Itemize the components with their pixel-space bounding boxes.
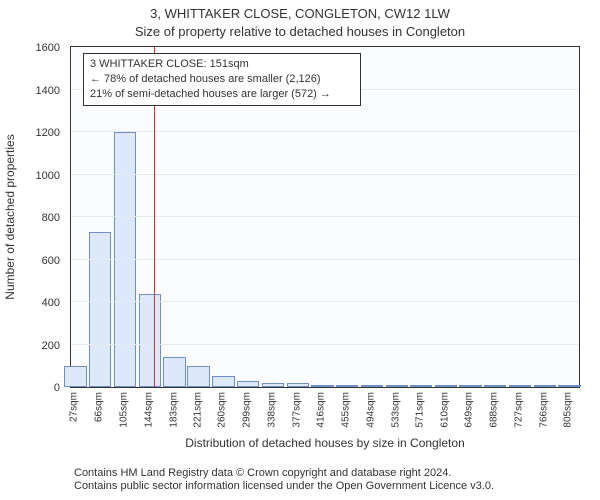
x-tick: 455sqm [341, 392, 352, 428]
x-tick: 649sqm [464, 392, 475, 428]
x-tick: 766sqm [538, 392, 549, 428]
x-tick: 338sqm [266, 392, 277, 428]
bar [484, 385, 506, 387]
x-tick: 27sqm [69, 392, 80, 422]
y-tick: 1200 [36, 127, 60, 139]
annotation-line-1: 3 WHITTAKER CLOSE: 151sqm [90, 57, 354, 72]
bar [89, 232, 111, 387]
bar [262, 383, 284, 387]
y-tick: 1400 [36, 85, 60, 97]
x-tick: 727sqm [513, 392, 524, 428]
bar [139, 294, 161, 388]
bar [386, 385, 408, 387]
bar [163, 357, 185, 387]
y-tick: 400 [42, 297, 60, 309]
gridline [71, 216, 579, 217]
title: 3, WHITTAKER CLOSE, CONGLETON, CW12 1LW [0, 6, 600, 21]
annotation-line-3: 21% of semi-detached houses are larger (… [90, 87, 354, 102]
bar [212, 376, 234, 387]
x-tick: 533sqm [390, 392, 401, 428]
x-tick: 494sqm [365, 392, 376, 428]
x-tick: 571sqm [414, 392, 425, 428]
x-tick: 221sqm [192, 392, 203, 428]
bar [237, 381, 259, 387]
x-ticks: 27sqm 66sqm 105sqm 144sqm 183sqm 221sqm 260sqm… [70, 388, 580, 438]
attribution-line-1: Contains HM Land Registry data © Crown c… [74, 467, 494, 481]
x-tick: 377sqm [291, 392, 302, 428]
x-tick: 416sqm [316, 392, 327, 428]
bar [336, 385, 358, 387]
gridline [71, 174, 579, 175]
y-tick: 1600 [36, 42, 60, 54]
bar [459, 385, 481, 387]
bar [64, 366, 86, 387]
x-axis-label: Distribution of detached houses by size … [70, 436, 580, 450]
x-tick: 299sqm [242, 392, 253, 428]
plot-area: 3 WHITTAKER CLOSE: 151sqm ← 78% of detac… [70, 46, 580, 388]
y-tick: 0 [54, 382, 60, 394]
x-tick: 610sqm [439, 392, 450, 428]
annotation-line-2: ← 78% of detached houses are smaller (2,… [90, 72, 354, 87]
attribution-line-2: Contains public sector information licen… [74, 480, 494, 494]
gridline [71, 301, 579, 302]
annotation-box: 3 WHITTAKER CLOSE: 151sqm ← 78% of detac… [83, 53, 361, 106]
bar [534, 385, 556, 387]
bar [435, 385, 457, 387]
bar [187, 366, 209, 387]
bar [114, 132, 136, 387]
bar [509, 385, 531, 387]
gridline [71, 131, 579, 132]
attribution: Contains HM Land Registry data © Crown c… [74, 467, 494, 495]
x-tick: 66sqm [94, 392, 105, 422]
gridline [71, 259, 579, 260]
bar [410, 385, 432, 387]
x-tick: 805sqm [563, 392, 574, 428]
x-tick: 144sqm [143, 392, 154, 428]
x-tick: 105sqm [118, 392, 129, 428]
bar [287, 383, 309, 387]
bar [311, 385, 333, 387]
subtitle: Size of property relative to detached ho… [0, 24, 600, 39]
y-tick: 1000 [36, 170, 60, 182]
y-ticks: 02004006008001000120014001600 [0, 46, 64, 388]
x-tick: 183sqm [168, 392, 179, 428]
y-tick: 600 [42, 255, 60, 267]
y-tick: 800 [42, 212, 60, 224]
x-tick: 260sqm [217, 392, 228, 428]
x-tick: 688sqm [489, 392, 500, 428]
bar [361, 385, 383, 387]
gridline [71, 344, 579, 345]
y-tick: 200 [42, 340, 60, 352]
bar [558, 385, 580, 387]
